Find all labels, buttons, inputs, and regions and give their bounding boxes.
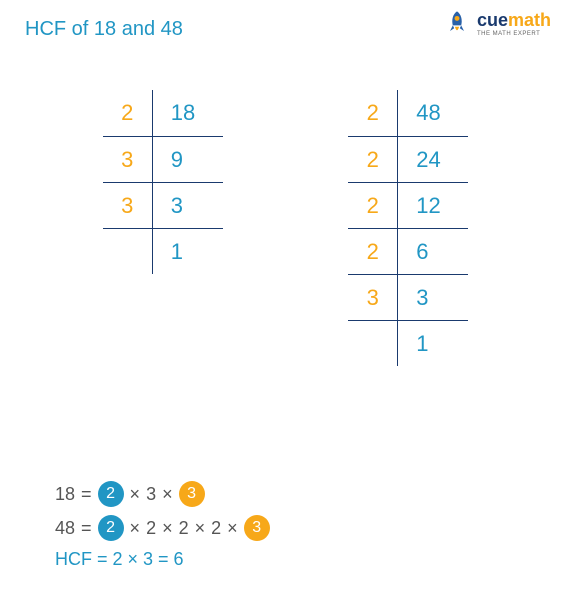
- factor: 2: [211, 518, 221, 539]
- page-title: HCF of 18 and 48: [25, 18, 183, 41]
- times-op: ×: [162, 518, 173, 539]
- quotient-cell: 24: [398, 136, 468, 182]
- times-op: ×: [130, 484, 141, 505]
- factor-circle: 3: [179, 481, 205, 507]
- factor: 3: [146, 484, 156, 505]
- table-row: 33: [348, 274, 468, 320]
- divisor-cell: 2: [348, 136, 398, 182]
- times-op: ×: [162, 484, 173, 505]
- eq-lhs: 18: [55, 484, 75, 505]
- divisor-cell: [103, 228, 153, 274]
- factor: 2: [146, 518, 156, 539]
- divisor-cell: 2: [348, 228, 398, 274]
- quotient-cell: 3: [398, 274, 468, 320]
- quotient-cell: 3: [153, 182, 223, 228]
- quotient-cell: 1: [398, 320, 468, 366]
- table-row: 218: [103, 90, 223, 136]
- logo-cue: cue: [477, 10, 508, 30]
- eq-equals: =: [81, 484, 92, 505]
- times-op: ×: [130, 518, 141, 539]
- times-op: ×: [195, 518, 206, 539]
- divisor-cell: 3: [348, 274, 398, 320]
- table-row: 39: [103, 136, 223, 182]
- times-op: ×: [227, 518, 238, 539]
- quotient-cell: 48: [398, 90, 468, 136]
- quotient-cell: 1: [153, 228, 223, 274]
- rocket-icon: [443, 10, 471, 38]
- divisor-cell: 2: [103, 90, 153, 136]
- equation-18: 18=2×3×3: [55, 481, 270, 507]
- quotient-cell: 6: [398, 228, 468, 274]
- hcf-result: HCF = 2 × 3 = 6: [55, 549, 270, 570]
- table-row: 224: [348, 136, 468, 182]
- factor: 2: [179, 518, 189, 539]
- eq-lhs: 48: [55, 518, 75, 539]
- divisor-cell: [348, 320, 398, 366]
- table-row: 1: [348, 320, 468, 366]
- logo-math: math: [508, 10, 551, 30]
- factor-table-48: 24822421226331: [348, 90, 468, 366]
- quotient-cell: 9: [153, 136, 223, 182]
- factor-circle: 3: [244, 515, 270, 541]
- equations-block: 18=2×3×3 48=2×2×2×2×3 HCF = 2 × 3 = 6: [55, 481, 270, 570]
- factorization-tables: 21839331 24822421226331: [0, 90, 571, 366]
- divisor-cell: 2: [348, 90, 398, 136]
- table-row: 33: [103, 182, 223, 228]
- factor-circle: 2: [98, 481, 124, 507]
- factor-circle: 2: [98, 515, 124, 541]
- logo: cuemath THE MATH EXPERT: [443, 10, 551, 38]
- logo-tagline: THE MATH EXPERT: [477, 31, 551, 37]
- divisor-cell: 3: [103, 182, 153, 228]
- factor-table-18: 21839331: [103, 90, 223, 366]
- quotient-cell: 18: [153, 90, 223, 136]
- table-row: 248: [348, 90, 468, 136]
- table-row: 26: [348, 228, 468, 274]
- quotient-cell: 12: [398, 182, 468, 228]
- table-row: 1: [103, 228, 223, 274]
- divisor-cell: 3: [103, 136, 153, 182]
- equation-48: 48=2×2×2×2×3: [55, 515, 270, 541]
- eq-equals: =: [81, 518, 92, 539]
- divisor-cell: 2: [348, 182, 398, 228]
- logo-text: cuemath THE MATH EXPERT: [477, 11, 551, 37]
- table-row: 212: [348, 182, 468, 228]
